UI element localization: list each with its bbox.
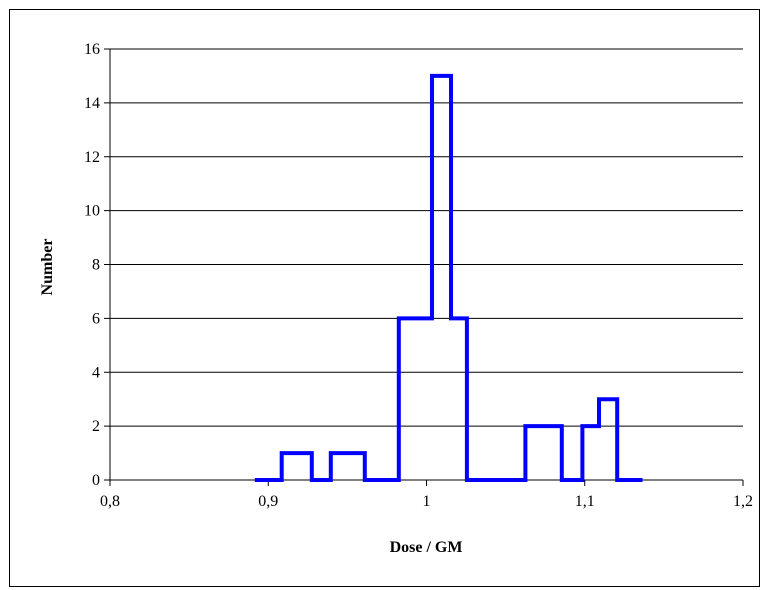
x-tick-label: 0,8	[100, 493, 120, 510]
y-tick-label: 12	[84, 149, 100, 166]
x-tick-label: 1,1	[575, 493, 595, 510]
y-tick-label: 2	[92, 418, 100, 435]
axes	[104, 48, 744, 486]
y-tick-label: 16	[84, 41, 100, 58]
x-tick-label: 1,2	[733, 493, 753, 510]
tick-labels: 0 2 4 6 8 10 12 14 16 0,8 0,9 1 1,1 1,2	[84, 41, 753, 510]
histogram-step-line	[254, 73, 643, 482]
y-tick-label: 6	[92, 310, 100, 327]
y-tick-label: 14	[84, 95, 100, 112]
y-tick-label: 8	[92, 257, 100, 274]
y-tick-label: 4	[92, 364, 100, 381]
y-tick-label: 0	[92, 472, 100, 489]
x-tick-label: 0,9	[258, 493, 278, 510]
series-layer	[254, 73, 643, 482]
x-axis-title: Dose / GM	[390, 539, 463, 556]
gridlines	[110, 48, 743, 427]
y-tick-label: 10	[84, 203, 100, 220]
chart-frame	[9, 9, 760, 587]
y-axis-title: Number	[39, 239, 56, 296]
x-tick-label: 1	[423, 493, 431, 510]
